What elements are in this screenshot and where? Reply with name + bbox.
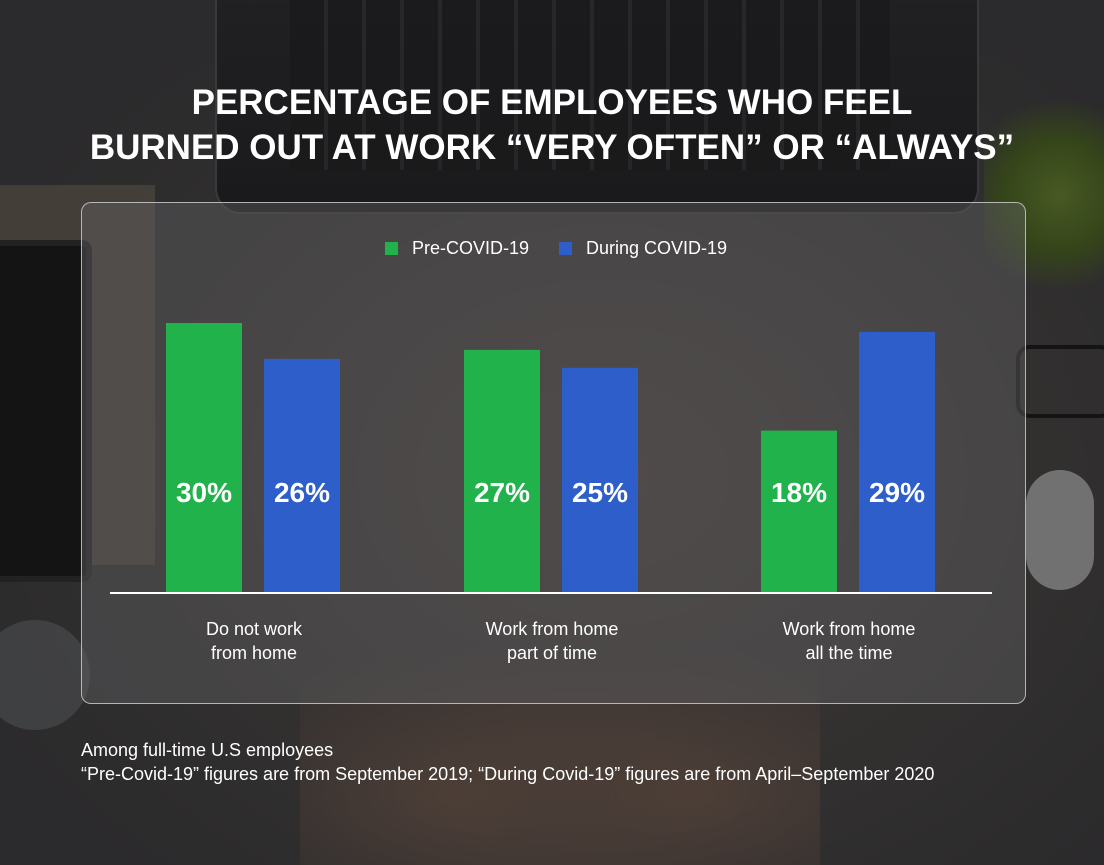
bar-label-s1-c1: 25%	[572, 477, 628, 508]
category-label-2: Work from home all the time	[782, 619, 916, 663]
bar-s0-c0	[166, 323, 242, 592]
chart-title-line-1: PERCENTAGE OF EMPLOYEES WHO FEEL	[191, 83, 913, 122]
bar-s1-c0	[264, 358, 340, 592]
mouse-shape	[1026, 470, 1094, 590]
bar-s1-c2	[859, 331, 935, 592]
keyboard-shape	[290, 0, 890, 170]
legend-label-pre: Pre-COVID-19	[412, 238, 530, 258]
category-label-0: Do not work from home	[205, 619, 303, 663]
water-glass-shape	[0, 620, 90, 730]
plant-shape	[984, 80, 1104, 310]
legend: Pre-COVID-19 During COVID-19	[0, 238, 1104, 262]
legend-item-during: During COVID-19	[559, 238, 727, 259]
footnote-2: “Pre-Covid-19” figures are from Septembe…	[81, 764, 935, 784]
footnotes: Among full-time U.S employees “Pre-Covid…	[81, 738, 934, 786]
bar-label-s0-c0: 30%	[176, 477, 232, 508]
legend-label-during: During COVID-19	[586, 238, 728, 258]
bar-s1-c1	[562, 367, 638, 592]
legend-swatch-during	[559, 242, 572, 255]
bar-s0-c2	[761, 430, 837, 592]
footnote-1: Among full-time U.S employees	[81, 740, 334, 760]
chart-title: PERCENTAGE OF EMPLOYEES WHO FEEL BURNED …	[0, 80, 1104, 170]
bar-label-s0-c1: 27%	[474, 477, 530, 508]
glasses-shape	[1016, 345, 1104, 418]
bar-label-s1-c2: 29%	[869, 477, 925, 508]
tablet-shape	[0, 240, 92, 582]
legend-swatch-pre	[385, 242, 398, 255]
bar-s0-c1	[464, 349, 540, 592]
hands-shape	[300, 600, 820, 865]
legend-item-pre: Pre-COVID-19	[385, 238, 529, 259]
bar-label-s0-c2: 18%	[771, 477, 827, 508]
bar-label-s1-c0: 26%	[274, 477, 330, 508]
category-label-1: Work from home part of time	[485, 619, 619, 663]
chart-title-line-2: BURNED OUT AT WORK “VERY OFTEN” OR “ALWA…	[89, 128, 1015, 167]
